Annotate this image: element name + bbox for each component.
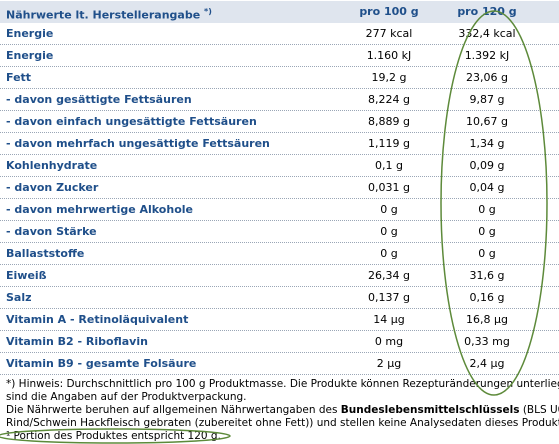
table-row: - davon Zucker 0,031 g 0,04 g [0,177,559,199]
footnote-text: (BLS U0501 [522,404,559,416]
table-row: Vitamin B2 - Riboflavin 0 mg 0,33 mg [0,331,559,353]
cell-value: 0 mg [374,335,404,348]
cell-label: Vitamin B9 - gesamte Folsäure [6,357,197,370]
table-row: - davon gesättigte Fettsäuren 8,224 g 9,87… [0,89,559,111]
table-row: Vitamin B9 - gesamte Folsäure 2 µg 2,4 µg [0,353,559,375]
cell-value: 9,87 g [469,93,505,106]
table-header: Nährwerte lt. Herstellerangabe *) pro 10… [0,1,559,23]
cell-value: 23,06 g [466,71,508,84]
footnote-text: *) Hinweis: Durchschnittlich pro 100 g P… [6,378,559,390]
cell-value: 0,16 g [469,291,505,304]
cell-value: 2,4 µg [469,357,505,370]
cell-value: 0 g [380,203,398,216]
cell-label: - davon Stärke [6,225,97,238]
cell-value: 19,2 g [371,71,407,84]
footnote-line: Die Nährwerte beruhen auf allgemeinen Nä… [6,404,559,417]
cell-label: Eiweiß [6,269,47,282]
cell-label: - davon gesättigte Fettsäuren [6,93,192,106]
cell-value: 1.160 kJ [366,49,412,62]
footnote-line: Rind/Schwein Hackfleisch gebraten (zuber… [6,417,559,430]
footnote-text: Rind/Schwein Hackfleisch gebraten (zuber… [6,417,559,429]
footnote-line: *) Hinweis: Durchschnittlich pro 100 g P… [6,378,559,391]
cell-label: Salz [6,291,32,304]
table-row: Energie 277 kcal 332,4 kcal [0,23,559,45]
footnote-line: ¹ Portion des Produktes entspricht 120 g… [6,430,559,443]
table-row: Kohlenhydrate 0,1 g 0,09 g [0,155,559,177]
cell-value: 0,031 g [368,181,410,194]
cell-value: 0,137 g [368,291,410,304]
cell-value: 2 µg [376,357,402,370]
footnotes: *) Hinweis: Durchschnittlich pro 100 g P… [6,378,559,443]
header-col: pro 100 g [359,5,419,18]
cell-label: Energie [6,27,54,40]
cell-label: - davon mehrwertige Alkohole [6,203,193,216]
cell-label: Ballaststoffe [6,247,85,260]
footnote-text: ¹ Portion des Produktes entspricht 120 g… [6,430,221,442]
table-row: Ballaststoffe 0 g 0 g [0,243,559,265]
cell-label: Vitamin B2 - Riboflavin [6,335,148,348]
cell-value: 1,119 g [368,137,410,150]
table-row: Eiweiß 26,34 g 31,6 g [0,265,559,287]
table-row: - davon einfach ungesättigte Fettsäuren 8… [0,111,559,133]
cell-label: Kohlenhydrate [6,159,98,172]
cell-value: 26,34 g [368,269,410,282]
footnote-bold: Bundeslebensmittelschlüssels [340,404,520,416]
table-row: Vitamin A - Retinoläquivalent 14 µg 16,8 µ… [0,309,559,331]
cell-value: 0 g [478,247,496,260]
cell-value: 0,33 mg [464,335,510,348]
cell-value: 16,8 µg [466,313,508,326]
cell-label: Fett [6,71,32,84]
header-label: Nährwerte lt. Herstellerangabe *) [6,1,212,27]
header-note: *) [204,7,212,16]
table-row: - davon Stärke 0 g 0 g [0,221,559,243]
cell-value: 1.392 kJ [464,49,510,62]
table-row: Fett 19,2 g 23,06 g [0,67,559,89]
cell-label: - davon Zucker [6,181,99,194]
cell-label: - davon einfach ungesättigte Fettsäuren [6,115,257,128]
cell-value: 1,34 g [469,137,505,150]
footnote-text: sind die Angaben auf der Produktverpacku… [6,391,247,403]
cell-value: 0 g [478,203,496,216]
footnote-line: sind die Angaben auf der Produktverpacku… [6,391,559,404]
footnote-text: Die Nährwerte beruhen auf allgemeinen Nä… [6,404,341,416]
cell-value: 10,67 g [466,115,508,128]
cell-value: 0 g [380,247,398,260]
cell-value: 0 g [478,225,496,238]
cell-value: 14 µg [373,313,405,326]
cell-value: 332,4 kcal [458,27,516,40]
cell-label: Vitamin A - Retinoläquivalent [6,313,189,326]
cell-value: 0,09 g [469,159,505,172]
table-row: Salz 0,137 g 0,16 g [0,287,559,309]
header-text: Nährwerte lt. Herstellerangabe [6,8,201,22]
cell-value: 0,1 g [375,159,403,172]
table-row: - davon mehrfach ungesättigte Fettsäuren… [0,133,559,155]
cell-value: 0 g [380,225,398,238]
table-row: Energie 1.160 kJ 1.392 kJ [0,45,559,67]
table-row: - davon mehrwertige Alkohole 0 g 0 g [0,199,559,221]
cell-value: 31,6 g [469,269,505,282]
cell-label: - davon mehrfach ungesättigte Fettsäuren [6,137,270,150]
cell-value: 8,889 g [368,115,410,128]
cell-value: 0,04 g [469,181,505,194]
cell-label: Energie [6,49,54,62]
header-col: pro 120 g [457,5,517,18]
cell-value: 8,224 g [368,93,410,106]
cell-value: 277 kcal [365,27,413,40]
